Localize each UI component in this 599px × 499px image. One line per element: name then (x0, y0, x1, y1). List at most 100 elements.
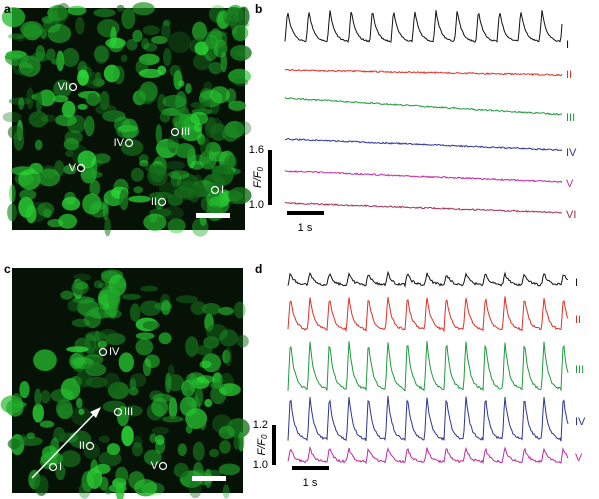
trace (284, 10, 563, 43)
scale-bar-x (287, 211, 324, 215)
cell-blob (167, 218, 186, 234)
cell-blob (228, 68, 251, 84)
cell-blob (120, 54, 128, 63)
cell-blob (6, 399, 24, 417)
cell-blob (143, 449, 162, 466)
scale-label: 1.0 (253, 459, 268, 471)
cell-blob (67, 5, 87, 16)
cell-blob (199, 469, 222, 478)
cell-blob (84, 115, 95, 137)
cell-blob (76, 299, 100, 317)
cell-blob (169, 64, 182, 78)
cell-blob (30, 52, 49, 63)
y-label-sub: 0 (256, 166, 265, 171)
cell-blob (195, 386, 204, 408)
cell-blob (228, 155, 237, 172)
cell-blob (118, 352, 134, 373)
cell-blob (58, 213, 78, 229)
cell-blob (173, 462, 189, 478)
cell-blob (138, 159, 149, 167)
trace (284, 137, 563, 152)
cell-blob (126, 38, 138, 51)
cell-blob (40, 390, 51, 404)
cell-blob (34, 139, 43, 151)
cell-blob (224, 347, 232, 367)
cell-blob (141, 482, 165, 496)
cell-blob (209, 448, 220, 458)
cell-blob (121, 425, 134, 447)
cell-blob (64, 130, 83, 145)
cell-blob (50, 437, 60, 459)
trace (287, 296, 569, 333)
cell-blob (85, 72, 101, 84)
cell-blob (107, 287, 121, 310)
cell-blob (46, 48, 56, 61)
cell-blob (78, 408, 85, 416)
cell-blob (32, 403, 44, 423)
cell-blob (208, 61, 223, 75)
cell-blob (73, 273, 92, 281)
cell-blob (70, 351, 87, 372)
cell-blob (222, 484, 230, 499)
cell-blob (132, 29, 143, 43)
trace-label: I (566, 39, 569, 51)
cell-blob (178, 80, 185, 87)
cell-blob (175, 295, 199, 304)
cell-blob (204, 116, 217, 139)
scale-bar-y (268, 150, 272, 205)
trace-label: III (566, 112, 575, 124)
cell-blob (34, 388, 42, 407)
cell-blob (188, 478, 202, 499)
cell-blob (19, 380, 30, 399)
panel-label: c (4, 262, 11, 276)
cell-blob (121, 7, 136, 30)
cell-blob (93, 45, 110, 63)
cell-blob (140, 38, 150, 50)
cell-blob (199, 215, 207, 226)
cell-blob (83, 442, 100, 460)
cell-blob (190, 101, 211, 109)
cell-blob (193, 122, 203, 133)
cell-blob (128, 471, 145, 490)
cell-blob (66, 346, 89, 353)
cell-blob (18, 62, 34, 76)
cell-blob (25, 204, 37, 224)
cell-blob (145, 163, 168, 173)
cell-marker (157, 197, 167, 207)
cell-blob (142, 320, 161, 330)
cell-blob (47, 218, 64, 228)
cell-blob (189, 373, 198, 393)
cell-blob (11, 393, 22, 404)
cell-label: IV (109, 346, 120, 358)
cell-blob (7, 203, 17, 222)
trace (287, 395, 569, 442)
cell-blob (120, 139, 144, 157)
cell-blob (136, 86, 157, 105)
trace-label: II (575, 314, 581, 326)
cell-blob (218, 383, 241, 397)
scale-label: 1.0 (249, 199, 264, 211)
cell-blob (19, 189, 37, 201)
cell-blob (142, 25, 160, 36)
trace (284, 68, 563, 77)
cell-blob (162, 19, 171, 27)
cell-blob (18, 436, 43, 446)
scale-label: 1.6 (249, 144, 264, 156)
cell-blob (194, 41, 209, 56)
cell-blob (117, 278, 125, 292)
cell-label: V (69, 162, 77, 174)
cell-blob (69, 352, 85, 370)
cell-blob (219, 329, 238, 347)
cell-blob (53, 79, 72, 98)
cell-blob (185, 336, 199, 357)
cell-blob (200, 87, 213, 100)
cell-blob (203, 81, 213, 92)
cell-blob (71, 280, 89, 295)
cell-blob (158, 332, 172, 345)
trace-label: V (575, 452, 583, 464)
cell-blob (123, 405, 143, 417)
cell-blob (95, 104, 117, 115)
cell-blob (103, 64, 120, 83)
cell-blob (8, 184, 16, 203)
